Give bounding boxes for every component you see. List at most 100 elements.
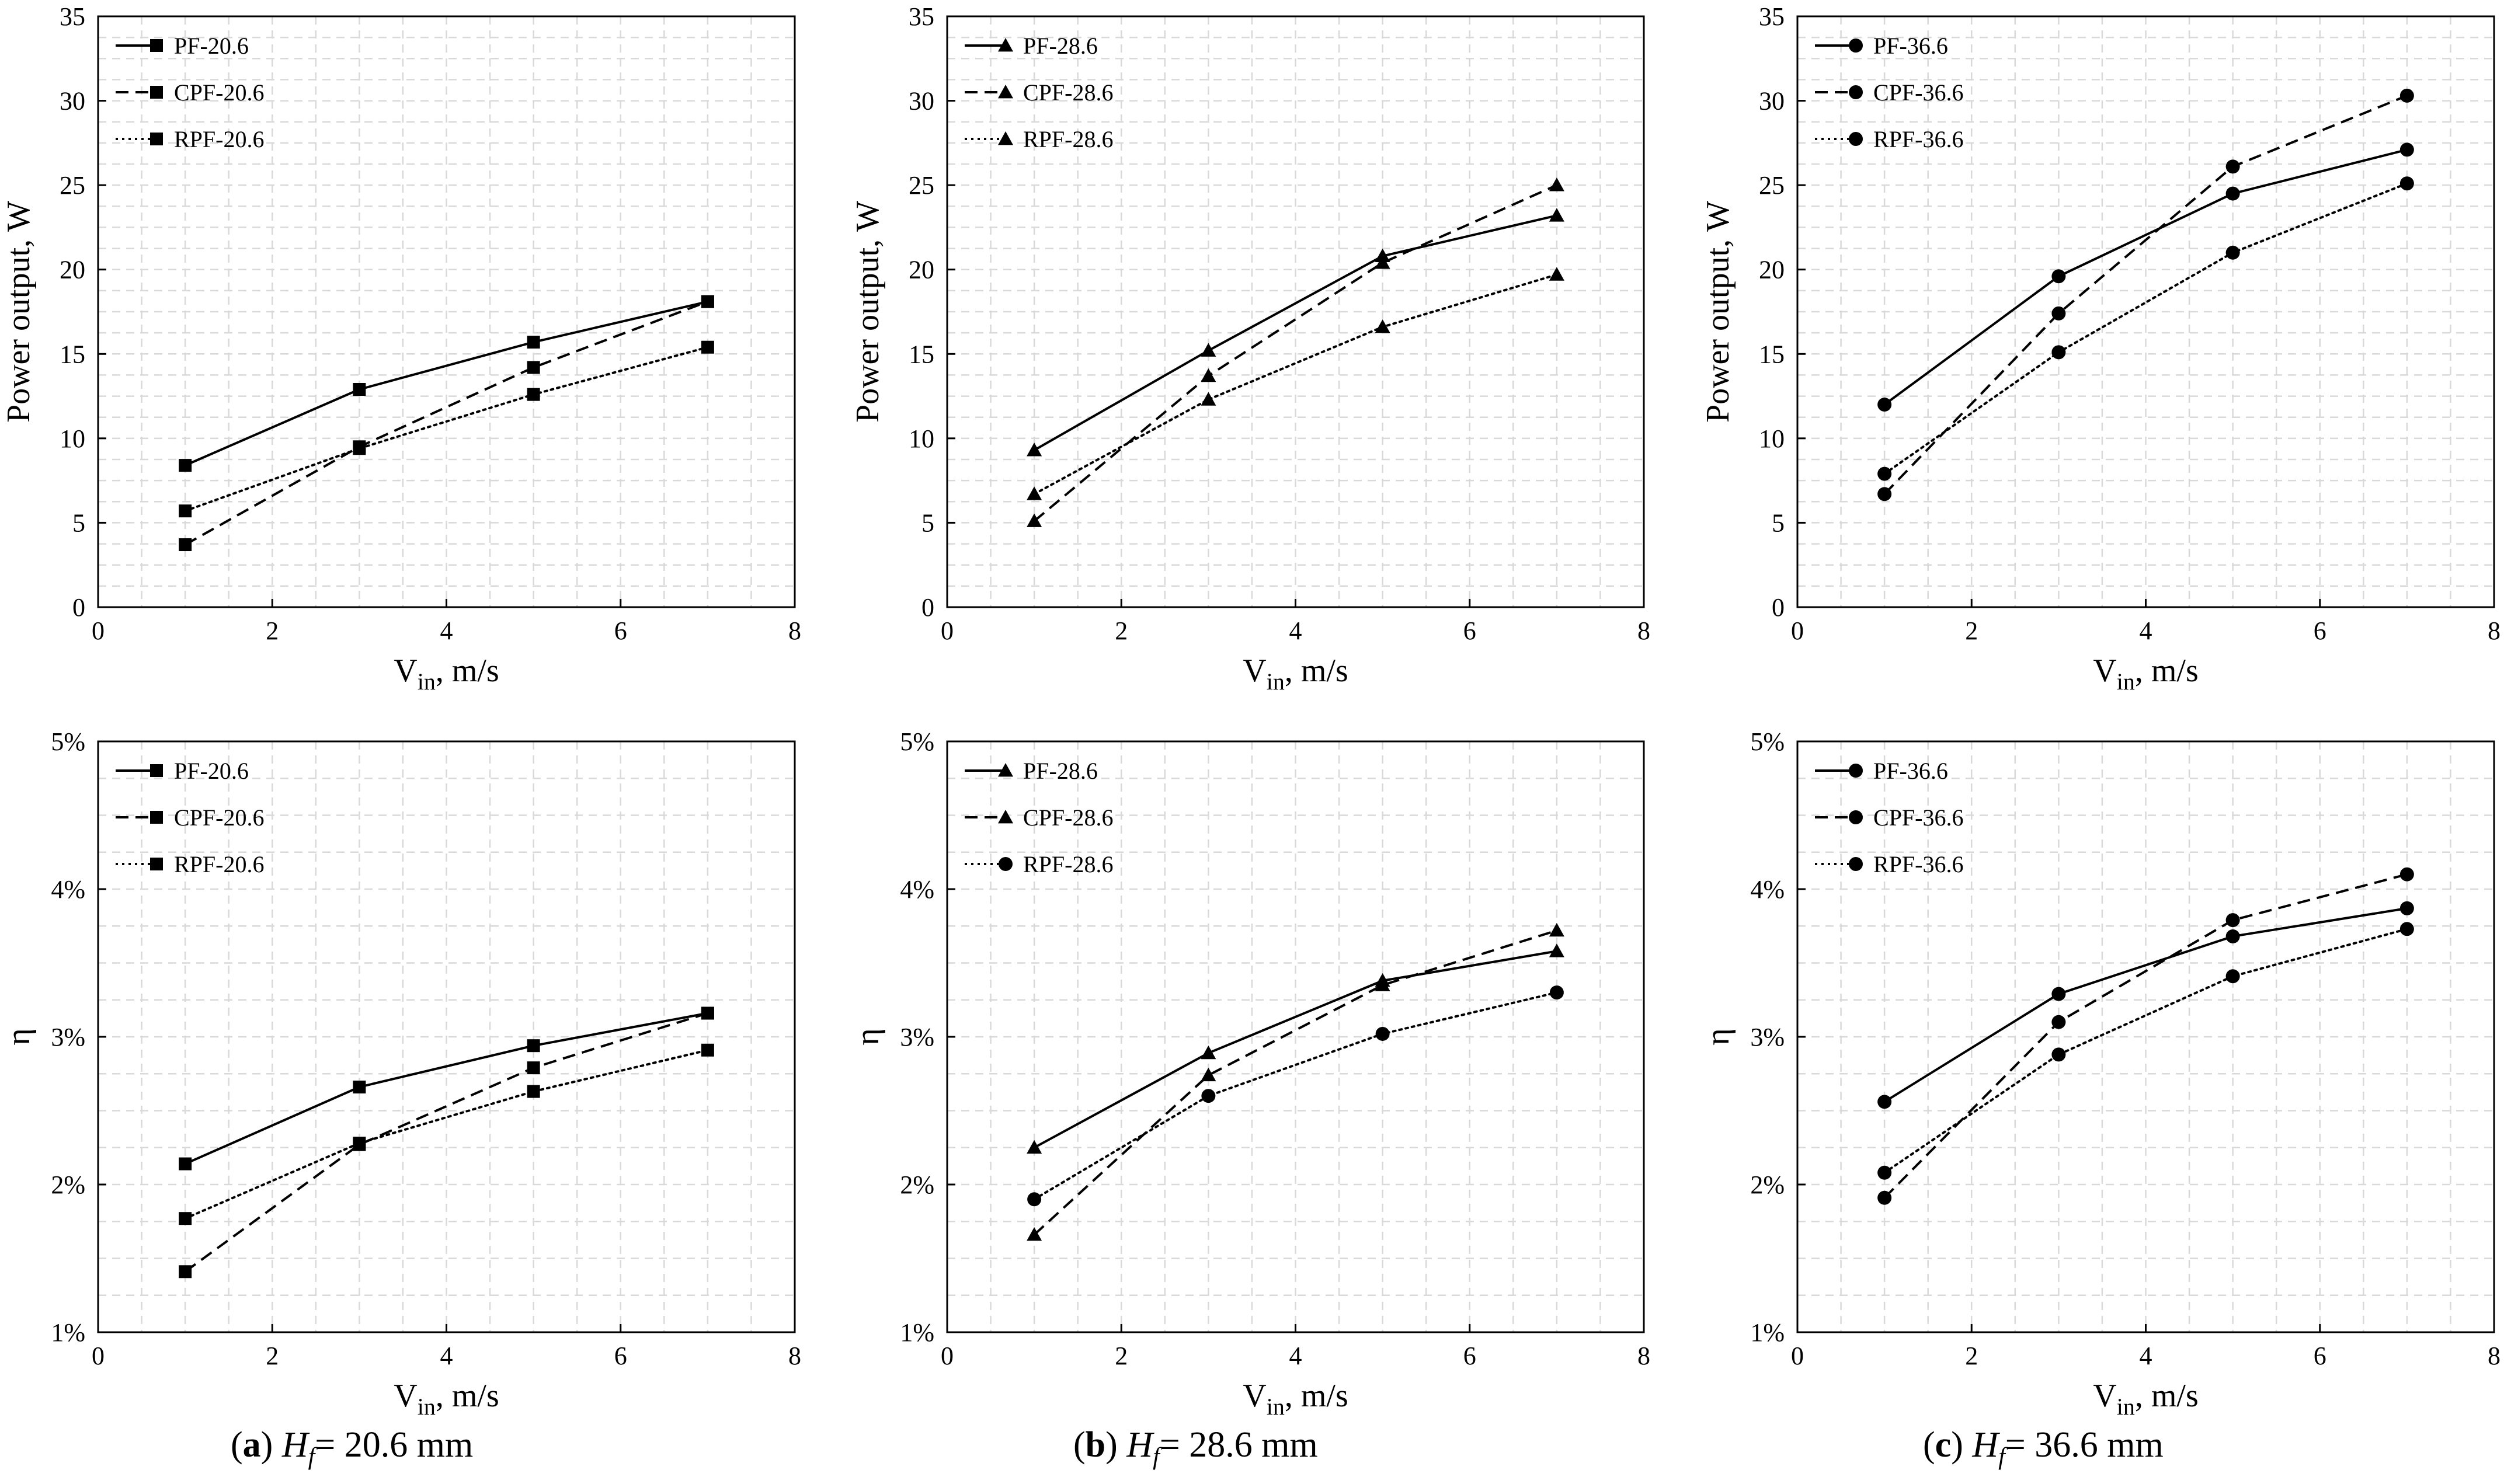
y-tick-label: 35	[1759, 2, 1785, 31]
series-line	[1883, 873, 2408, 1199]
data-point	[1375, 319, 1390, 333]
legend-marker	[998, 38, 1013, 52]
data-point	[179, 1212, 192, 1225]
data-point	[2225, 186, 2240, 201]
legend-item: RPF-28.6	[965, 851, 1114, 877]
chart-c-bottom: 0 2 4 6 8 1% 2% 3% 4% 5% Vin, m/s η PF-36.6 CPF-36.6 R…	[1700, 727, 2500, 1420]
y-tick-label: 0	[1772, 593, 1785, 622]
x-tick-label: 2	[1965, 616, 1978, 645]
legend-marker	[1849, 857, 1863, 871]
y-tick-label: 2%	[51, 1171, 85, 1199]
legend-label: CPF-36.6	[1873, 79, 1964, 106]
series-CPF-28.6	[1027, 177, 1564, 527]
y-tick-label: 10	[1759, 424, 1785, 453]
x-axis-label: Vin, m/s	[394, 1378, 499, 1420]
x-tick-label: 2	[1115, 1342, 1128, 1370]
legend-item: CPF-28.6	[965, 804, 1114, 831]
y-tick-label: 10	[60, 424, 85, 453]
caption-c-var: H	[1972, 1425, 1999, 1465]
y-axis-label: Power output, W	[1, 201, 37, 423]
legend-item: PF-36.6	[1815, 758, 1948, 784]
legend-marker	[150, 764, 163, 777]
data-point	[527, 336, 540, 349]
data-point	[1877, 487, 1892, 501]
x-tick-label: 6	[2314, 616, 2326, 645]
x-tick-label: 0	[1791, 1342, 1804, 1370]
legend-label: PF-36.6	[1873, 758, 1948, 784]
legend-label: RPF-20.6	[174, 851, 265, 877]
data-point	[527, 388, 540, 401]
data-point	[1375, 977, 1390, 991]
data-point	[1549, 985, 1564, 1000]
y-tick-label: 4%	[51, 875, 85, 904]
data-point	[2399, 142, 2414, 157]
data-point	[353, 383, 366, 396]
data-point	[1027, 443, 1042, 457]
data-point	[2051, 987, 2066, 1001]
legend-label: RPF-28.6	[1023, 126, 1114, 152]
series-line	[1033, 273, 1558, 496]
y-tick-label: 25	[1759, 171, 1785, 200]
y-tick-label: 15	[60, 340, 85, 368]
data-point	[1201, 368, 1216, 382]
x-tick-label: 8	[1637, 616, 1650, 645]
legend-marker	[998, 85, 1013, 99]
legend-marker	[1849, 132, 1863, 146]
data-point	[1877, 1095, 1892, 1109]
series-line	[1034, 214, 1557, 451]
x-tick-label: 4	[1289, 1342, 1302, 1370]
legend-label: PF-20.6	[174, 758, 249, 784]
x-tick-label: 4	[2140, 616, 2152, 645]
y-tick-label: 25	[60, 171, 85, 200]
y-tick-label: 1%	[1750, 1318, 1785, 1347]
x-axis-label: Vin, m/s	[2093, 653, 2199, 695]
series-RPF-28.6	[1027, 267, 1564, 500]
legend-label: RPF-28.6	[1023, 851, 1114, 877]
y-axis-label: Power output, W	[1700, 201, 1736, 423]
series-line	[184, 1012, 708, 1273]
series-PF-20.6	[179, 1006, 714, 1171]
x-axis-label: Vin, m/s	[2093, 1378, 2199, 1420]
series-line	[1034, 950, 1557, 1149]
series-line	[1883, 95, 2408, 495]
legend-item: RPF-36.6	[1815, 126, 1964, 152]
caption-c-letter: c	[1935, 1425, 1952, 1465]
y-tick-label: 20	[1759, 256, 1785, 284]
series-CPF-36.6	[1877, 88, 2414, 501]
series-line	[185, 300, 708, 546]
y-tick-label: 3%	[900, 1023, 934, 1051]
caption-b-var: H	[1126, 1425, 1153, 1465]
legend-item: CPF-20.6	[116, 804, 265, 831]
x-tick-label: 6	[1463, 1342, 1476, 1370]
data-point	[1201, 1067, 1216, 1082]
x-axis-label: Vin, m/s	[394, 653, 499, 695]
caption-a-var: H	[281, 1425, 308, 1465]
x-tick-label: 2	[266, 1342, 279, 1370]
data-point	[1027, 513, 1042, 527]
data-point	[1027, 1227, 1042, 1241]
x-tick-label: 0	[1791, 616, 1804, 645]
legend-item: CPF-36.6	[1815, 79, 1964, 106]
y-tick-label: 5	[921, 508, 934, 537]
y-tick-label: 30	[60, 87, 85, 116]
x-tick-label: 6	[2314, 1342, 2326, 1370]
legend-marker	[1849, 764, 1863, 778]
series-PF-36.6	[1877, 901, 2414, 1109]
data-point	[1201, 1089, 1216, 1103]
legend-marker	[150, 133, 163, 145]
legend-marker	[150, 811, 163, 824]
data-point	[527, 1061, 540, 1075]
legend-label: PF-20.6	[174, 33, 249, 59]
data-point	[1375, 255, 1390, 269]
x-tick-label: 8	[788, 1342, 801, 1370]
caption-b-letter: b	[1085, 1425, 1106, 1465]
data-point	[701, 1043, 714, 1057]
data-point	[1201, 343, 1216, 357]
series-line	[1883, 148, 2408, 406]
data-point	[1027, 1192, 1042, 1207]
chart-a-top: 0 2 4 6 8 0 5 10 15 20 25 30 35 Vin, m/s Power output,…	[1, 2, 801, 695]
data-point	[527, 361, 540, 374]
y-tick-label: 3%	[51, 1023, 85, 1051]
data-point	[2399, 176, 2414, 191]
y-axis-label: η	[1, 1028, 37, 1045]
